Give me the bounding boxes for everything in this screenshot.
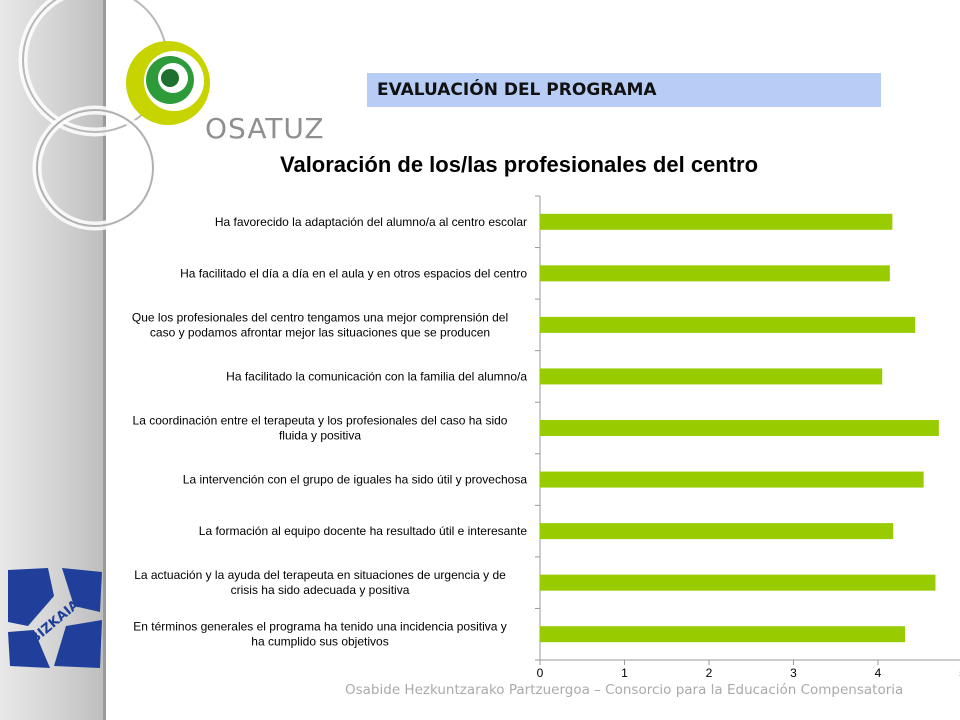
section-title: EVALUACIÓN DEL PROGRAMA [377, 80, 657, 100]
category-label: En términos generales el programa ha ten… [133, 620, 507, 634]
category-label: La actuación y la ayuda del terapeuta en… [134, 568, 506, 582]
category-label: fluida y positiva [279, 429, 361, 443]
bar [540, 420, 939, 436]
category-label: Ha facilitado el día a día en el aula y … [180, 266, 527, 280]
category-label: La intervención con el grupo de iguales … [183, 473, 528, 487]
bar [540, 523, 894, 540]
x-tick-label: 0 [537, 666, 544, 680]
osatuz-logo-icon [126, 41, 210, 125]
category-label: crisis ha sido adecuada y positiva [231, 583, 410, 597]
category-label: Ha favorecido la adaptación del alumno/a… [215, 215, 527, 229]
footer-text: Osabide Hezkuntzarako Partzuergoa – Cons… [345, 682, 904, 698]
bar [540, 574, 936, 591]
x-tick-label: 2 [706, 666, 713, 680]
x-tick-label: 4 [875, 666, 882, 680]
bizkaia-logo-icon: BIZKAIA [8, 568, 102, 668]
section-title-box: EVALUACIÓN DEL PROGRAMA [367, 73, 881, 107]
x-tick-label: 1 [621, 666, 628, 680]
x-tick-label: 3 [790, 666, 797, 680]
category-label: Que los profesionales del centro tengamo… [132, 310, 508, 324]
bar [540, 626, 906, 643]
bar [540, 213, 893, 230]
chart-title: Valoración de los/las profesionales del … [280, 152, 759, 177]
osatuz-logo-text: OSATUZ [205, 112, 325, 145]
bar [540, 368, 883, 385]
category-label: caso y podamos afrontar mejor las situac… [150, 325, 490, 339]
category-label: Ha facilitado la comunicación con la fam… [226, 369, 527, 383]
left-band-edge [103, 0, 106, 720]
category-label: La formación al equipo docente ha result… [199, 524, 528, 538]
bar [540, 471, 924, 488]
bar [540, 265, 890, 282]
category-label: ha cumplido sus objetivos [251, 635, 388, 649]
bar [540, 316, 916, 333]
category-label: La coordinación entre el terapeuta y los… [133, 414, 508, 428]
